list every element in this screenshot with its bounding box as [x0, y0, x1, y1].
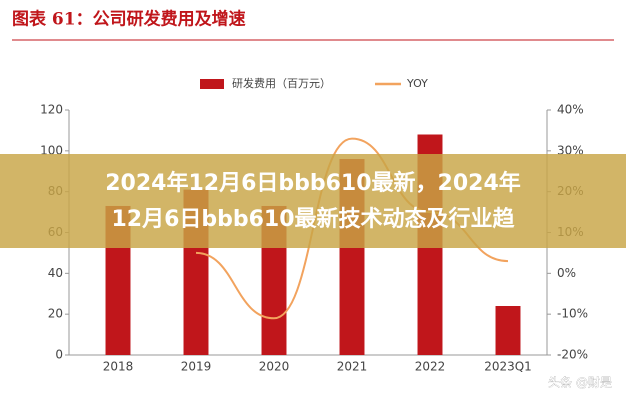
y2-tick-label: 0% — [557, 266, 576, 280]
bar — [495, 306, 521, 355]
watermark: 头条 @财是 — [548, 376, 612, 390]
x-tick-label: 2019 — [181, 360, 212, 374]
banner-text: 2024年12月6日bbb610最新，2024年 — [105, 170, 521, 196]
legend-label: YOY — [406, 77, 428, 90]
x-tick-label: 2021 — [337, 360, 368, 374]
y2-tick-label: -10% — [557, 307, 588, 321]
banner — [0, 154, 626, 248]
y2-tick-label: 30% — [557, 143, 584, 157]
y2-tick-label: -20% — [557, 348, 588, 362]
y-tick-label: 20 — [48, 307, 63, 321]
y-tick-label: 40 — [48, 266, 63, 280]
y-tick-label: 120 — [40, 103, 63, 117]
x-tick-label: 2020 — [259, 360, 290, 374]
y2-tick-label: 40% — [557, 103, 584, 117]
banner-text: 12月6日bbb610最新技术动态及行业趋 — [111, 206, 515, 232]
y-tick-label: 0 — [55, 348, 63, 362]
x-tick-label: 2018 — [103, 360, 134, 374]
x-tick-label: 2022 — [415, 360, 446, 374]
chart-title: 图表 61：公司研发费用及增速 — [12, 9, 246, 30]
legend-swatch — [200, 79, 224, 89]
legend-label: 研发费用（百万元） — [232, 76, 331, 90]
x-tick-label: 2023Q1 — [484, 360, 532, 374]
y-tick-label: 100 — [40, 143, 63, 157]
